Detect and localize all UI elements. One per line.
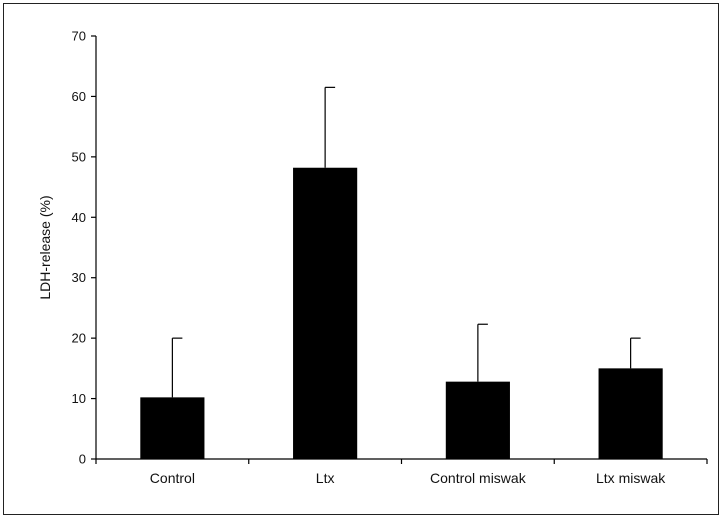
- y-tick-label: 40: [72, 210, 86, 225]
- y-tick-label: 70: [72, 29, 86, 44]
- y-tick-label: 0: [79, 452, 86, 467]
- bar: [293, 167, 358, 459]
- bar: [445, 381, 510, 459]
- y-tick-label: 50: [72, 149, 86, 164]
- y-tick-label: 10: [72, 391, 86, 406]
- error-bars: [171, 86, 641, 398]
- bar: [140, 397, 205, 459]
- x-axis: [95, 458, 708, 464]
- bars: [140, 167, 663, 459]
- category-labels: Control Ltx Control miswak Ltx miswak: [150, 470, 666, 486]
- category-label: Ltx: [316, 470, 335, 486]
- category-label: Control miswak: [430, 470, 527, 486]
- y-tick-label: 30: [72, 270, 86, 285]
- category-label: Ltx miswak: [596, 470, 666, 486]
- y-axis: 0 10 20 30 40 50 60 70: [72, 29, 97, 467]
- y-tick-label: 20: [72, 331, 86, 346]
- y-tick-label: 60: [72, 89, 86, 104]
- y-axis-title: LDH-release (%): [37, 195, 53, 299]
- bar: [598, 368, 663, 459]
- category-label: Control: [150, 470, 195, 486]
